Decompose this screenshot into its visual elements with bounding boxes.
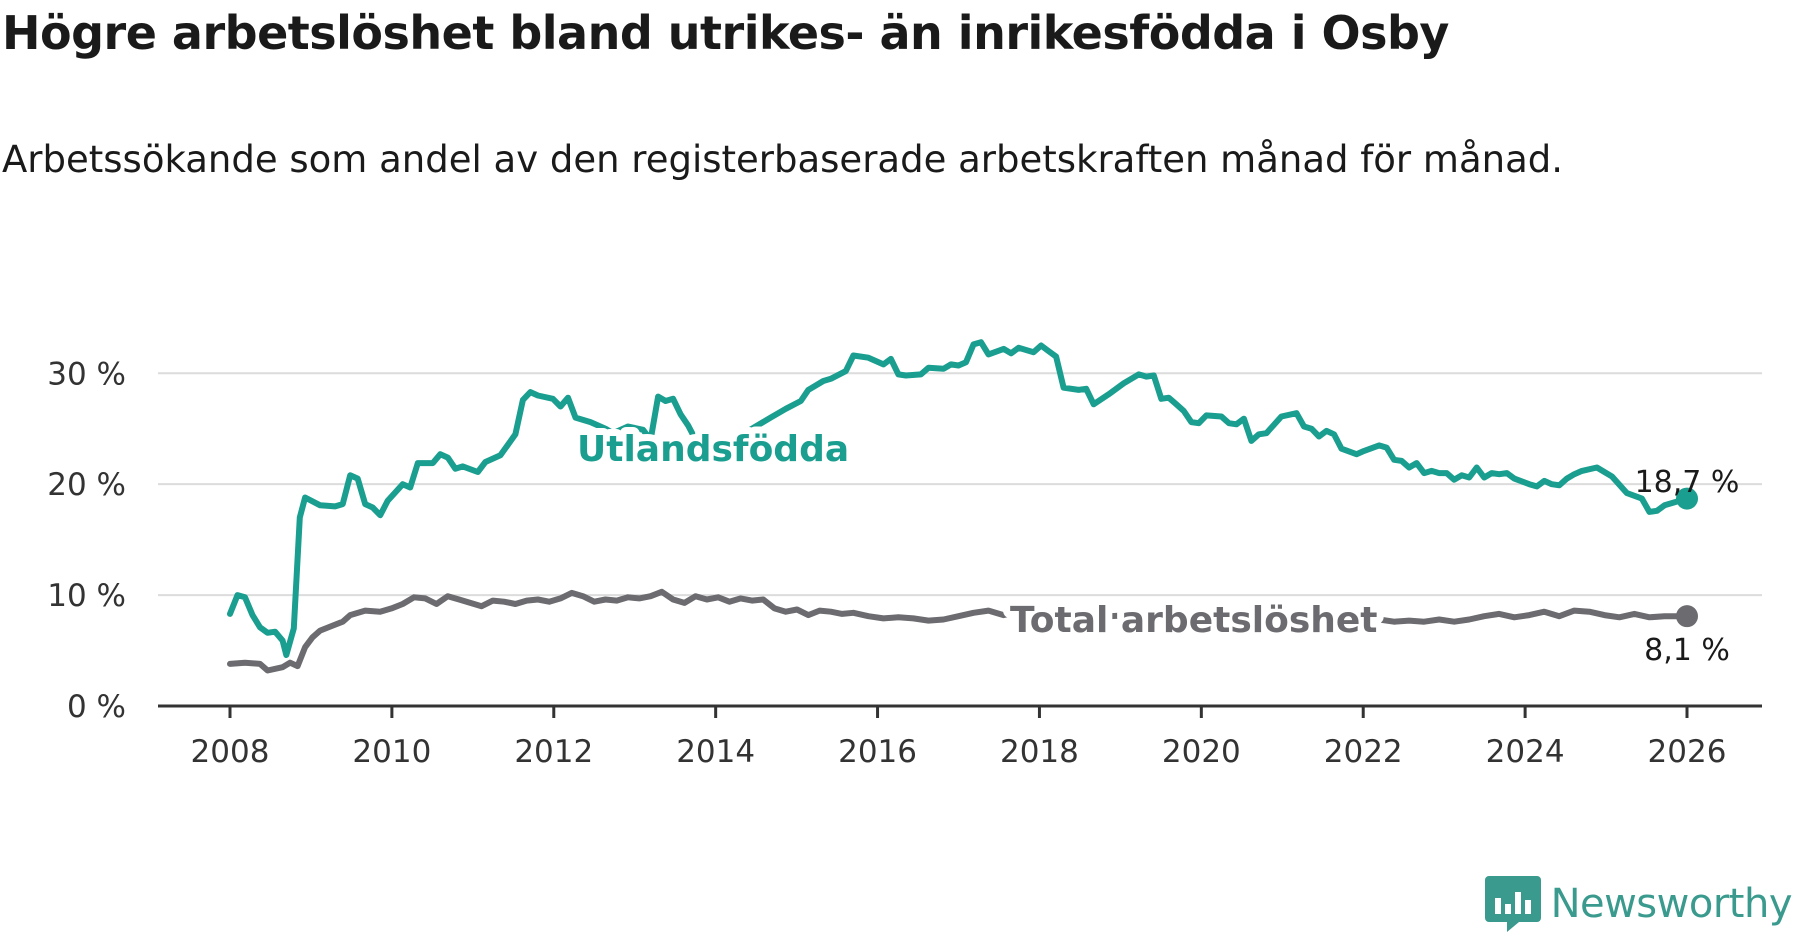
y-tick-label: 30 %: [47, 356, 126, 392]
series-line-1: [227, 588, 1690, 674]
gridlines: [158, 372, 1762, 597]
brand-name: Newsworthy: [1550, 881, 1793, 927]
x-tick-label: 2008: [191, 734, 270, 770]
x-tick-label: 2010: [352, 734, 431, 770]
series-label-halo: Total arbetslöshet: [1010, 600, 1378, 641]
end-value-label-0: 18,7 %: [1635, 465, 1740, 500]
line-chart: 0 % 10 % 20 % 30 % 2008 2010 2012 2014 2016 2018…: [47, 339, 1762, 770]
x-tick-label: 2018: [1000, 734, 1079, 770]
x-tick-label: 2012: [514, 734, 593, 770]
series-label-1: Total arbetslöshet: [1010, 600, 1378, 641]
x-tick-label: 2026: [1648, 734, 1727, 770]
y-axis-tick-labels: 0 % 10 % 20 % 30 %: [47, 356, 126, 725]
x-tick-label: 2016: [838, 734, 917, 770]
chart-subtitle: Arbetssökande som andel av den registerb…: [2, 138, 1563, 181]
series-lines: [227, 339, 1698, 674]
newsworthy-logo-icon: [1484, 876, 1541, 932]
series-end-marker-0: [1676, 487, 1698, 510]
end-value-label-1: 8,1 %: [1644, 633, 1730, 668]
x-axis: [158, 704, 1762, 718]
series-label-halo: Utlandsfödda: [577, 429, 849, 470]
newsworthy-logo: Newsworthy: [1484, 874, 1793, 934]
x-tick-label: 2022: [1324, 734, 1403, 770]
x-axis-tick-labels: 2008 2010 2012 2014 2016 2018 2020 2022 2024 2026: [191, 734, 1727, 770]
x-tick-label: 2024: [1486, 734, 1565, 770]
y-tick-label: 10 %: [47, 578, 126, 614]
x-tick-label: 2014: [676, 734, 755, 770]
series-line-0: [227, 339, 1690, 658]
series-end-marker-1: [1676, 605, 1698, 628]
chart-title: Högre arbetslöshet bland utrikes- än inr…: [2, 6, 1449, 60]
y-tick-label: 0 %: [67, 689, 126, 725]
series-label-0: Utlandsfödda: [577, 429, 849, 470]
y-tick-label: 20 %: [47, 467, 126, 503]
x-tick-label: 2020: [1162, 734, 1241, 770]
